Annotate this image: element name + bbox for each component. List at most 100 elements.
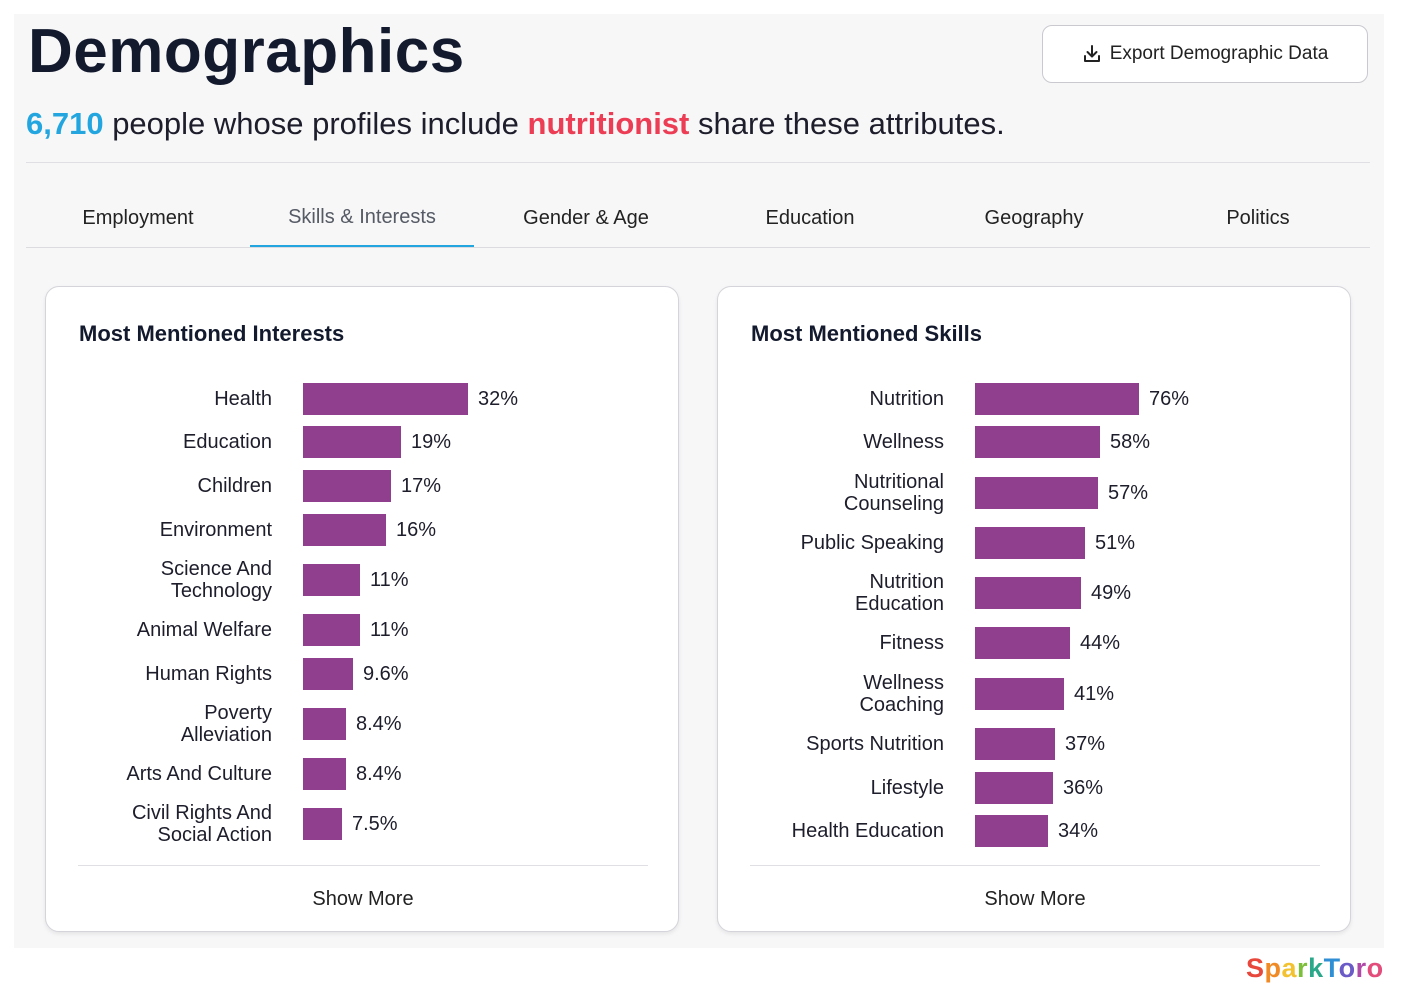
bar: [303, 383, 468, 415]
export-demographic-data-button[interactable]: Export Demographic Data: [1042, 25, 1368, 83]
bar-value-label: 9.6%: [363, 663, 409, 685]
bar-row: Wellness 58%: [718, 418, 1352, 466]
profile-count: 6,710: [26, 106, 104, 141]
bar-category-label: Poverty Alleviation: [180, 702, 272, 746]
bar-category-label: Fitness: [879, 632, 944, 654]
bar-category-label: Wellness Coaching: [859, 672, 944, 716]
bar-row: Children 17%: [46, 462, 680, 510]
bar-row: Human Rights 9.6%: [46, 650, 680, 698]
bar-row: Education 19%: [46, 418, 680, 466]
bar-category-label: Health: [214, 388, 272, 410]
bar: [303, 708, 346, 740]
bar-value-label: 7.5%: [352, 813, 398, 835]
interests-card: Most Mentioned Interests Health 32% Educat…: [45, 286, 679, 932]
bar-row: Civil Rights And Social Action 7.5%: [46, 800, 680, 848]
bar: [975, 815, 1048, 847]
download-icon: [1083, 45, 1100, 62]
bar-category-label: Civil Rights And Social Action: [131, 802, 272, 846]
subtitle-text-2: share these attributes.: [689, 106, 1005, 141]
interests-show-more-button[interactable]: Show More: [312, 887, 414, 910]
tab-education[interactable]: Education: [765, 207, 855, 229]
tab-gender-age[interactable]: Gender & Age: [523, 207, 649, 229]
bar: [975, 728, 1055, 760]
tab-geography[interactable]: Geography: [984, 207, 1084, 229]
bar-category-label: Environment: [159, 519, 272, 541]
skills-card-divider: [750, 865, 1320, 866]
bar-value-label: 49%: [1091, 582, 1132, 604]
bar-row: Poverty Alleviation 8.4%: [46, 700, 680, 748]
tab-politics[interactable]: Politics: [1226, 207, 1290, 229]
subtitle-text-1: people whose profiles include: [103, 106, 528, 141]
bar: [975, 772, 1053, 804]
bar-value-label: 41%: [1074, 683, 1115, 705]
bar-row: Science And Technology 11%: [46, 556, 680, 604]
skills-card: Most Mentioned Skills Nutrition 76% Wellne…: [717, 286, 1351, 932]
bar-category-label: Nutritional Counseling: [843, 471, 944, 515]
bar-value-label: 37%: [1065, 733, 1106, 755]
page-subtitle: 6,710 people whose profiles include nutr…: [26, 102, 1005, 146]
bar-value-label: 36%: [1063, 777, 1104, 799]
bar-row: Sports Nutrition 37%: [718, 720, 1352, 768]
skills-card-title: Most Mentioned Skills: [751, 321, 983, 346]
bar-value-label: 19%: [411, 431, 452, 453]
bar-category-label: Sports Nutrition: [806, 733, 944, 755]
bar-category-label: Lifestyle: [870, 777, 944, 799]
bar-value-label: 8.4%: [356, 763, 402, 785]
bar-value-label: 34%: [1058, 820, 1099, 842]
bar-category-label: Education: [183, 431, 272, 453]
bar: [975, 383, 1139, 415]
bar-category-label: Science And Technology: [160, 558, 272, 602]
interests-card-title: Most Mentioned Interests: [79, 321, 345, 346]
bar: [303, 614, 360, 646]
bar-value-label: 32%: [478, 388, 519, 410]
search-keyword: nutritionist: [527, 106, 690, 141]
bar-row: Nutrition Education 49%: [718, 569, 1352, 617]
bar-category-label: Nutrition: [869, 388, 944, 410]
bar: [303, 758, 346, 790]
bar-category-label: Public Speaking: [800, 532, 944, 554]
bar-row: Fitness 44%: [718, 619, 1352, 667]
bar-category-label: Arts And Culture: [126, 763, 272, 785]
bar-category-label: Nutrition Education: [855, 571, 944, 615]
bar: [303, 426, 401, 458]
bar-row: Health 32%: [46, 375, 680, 423]
bar-category-label: Animal Welfare: [136, 619, 272, 641]
bar: [975, 426, 1100, 458]
bar-value-label: 11%: [370, 569, 409, 591]
bar: [975, 627, 1070, 659]
bar-row: Health Education 34%: [718, 807, 1352, 855]
bar-row: Animal Welfare 11%: [46, 606, 680, 654]
bar-row: Nutritional Counseling 57%: [718, 469, 1352, 517]
export-button-label: Export Demographic Data: [1109, 43, 1329, 64]
bar-category-label: Health Education: [791, 820, 944, 842]
bar-value-label: 57%: [1108, 482, 1149, 504]
bar: [303, 658, 353, 690]
bar: [975, 678, 1064, 710]
bar: [975, 527, 1085, 559]
tab-skills-interests[interactable]: Skills & Interests: [250, 190, 474, 247]
bar: [303, 514, 386, 546]
bar-row: Wellness Coaching 41%: [718, 670, 1352, 718]
bar-value-label: 16%: [396, 519, 437, 541]
demographic-tabs: Employment Skills & Interests Gender & A…: [26, 190, 1370, 248]
bar-row: Lifestyle 36%: [718, 764, 1352, 812]
bar-row: Arts And Culture 8.4%: [46, 750, 680, 798]
bar-value-label: 76%: [1149, 388, 1190, 410]
bar-category-label: Wellness: [863, 431, 944, 453]
skills-show-more-button[interactable]: Show More: [984, 887, 1086, 910]
bar-category-label: Children: [197, 475, 272, 497]
bar: [975, 577, 1081, 609]
page-title: Demographics: [28, 17, 465, 86]
bar: [975, 477, 1098, 509]
interests-card-divider: [78, 865, 648, 866]
bar-value-label: 11%: [370, 619, 409, 641]
bar-category-label: Human Rights: [145, 663, 272, 685]
header-divider: [26, 162, 1370, 163]
bar-row: Environment 16%: [46, 506, 680, 554]
bar-row: Public Speaking 51%: [718, 519, 1352, 567]
tab-employment[interactable]: Employment: [82, 207, 194, 229]
bar-value-label: 51%: [1095, 532, 1136, 554]
bar-value-label: 58%: [1110, 431, 1151, 453]
bar-row: Nutrition 76%: [718, 375, 1352, 423]
sparktoro-logo: SparkToro: [1246, 953, 1384, 983]
